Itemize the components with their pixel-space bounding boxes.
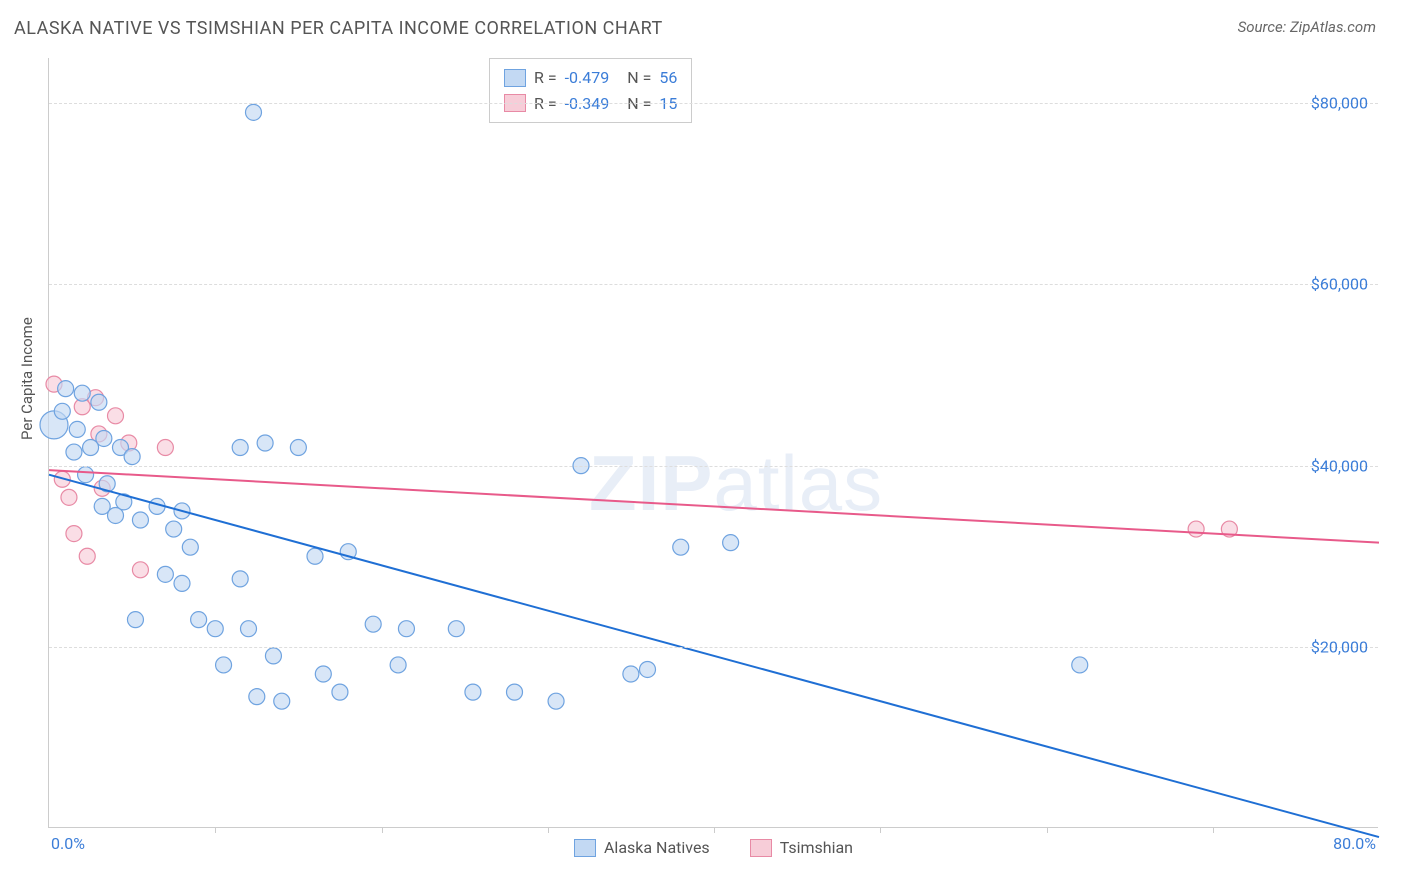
data-point xyxy=(265,648,281,664)
y-tick-label: $80,000 xyxy=(1311,94,1368,113)
x-max-label: 80.0% xyxy=(1333,834,1376,853)
x-tick xyxy=(215,827,216,833)
legend-item: Tsimshian xyxy=(750,838,853,857)
x-tick xyxy=(382,827,383,833)
gridline-h xyxy=(49,284,1378,285)
legend-swatch xyxy=(750,839,772,857)
data-point xyxy=(79,548,95,564)
trend-line xyxy=(49,475,1379,837)
chart-source: Source: ZipAtlas.com xyxy=(1238,18,1376,36)
x-tick xyxy=(714,827,715,833)
plot-area: ZIPatlas R = -0.479N = 56R = -0.349N = 1… xyxy=(48,58,1378,828)
data-point xyxy=(332,684,348,700)
bottom-legend: Alaska Natives Tsimshian xyxy=(49,838,1378,857)
data-point xyxy=(315,666,331,682)
data-point xyxy=(1072,657,1088,673)
data-point xyxy=(69,421,85,437)
y-tick-label: $40,000 xyxy=(1311,456,1368,475)
x-tick xyxy=(1047,827,1048,833)
gridline-h xyxy=(49,647,1378,648)
data-point xyxy=(182,539,198,555)
data-point xyxy=(66,526,82,542)
data-point xyxy=(91,394,107,410)
data-point xyxy=(157,440,173,456)
data-point xyxy=(191,612,207,628)
data-point xyxy=(61,489,77,505)
legend-stat-row: R = -0.479N = 56 xyxy=(504,65,677,91)
data-point xyxy=(124,449,140,465)
gridline-h xyxy=(49,466,1378,467)
data-point xyxy=(507,684,523,700)
data-point xyxy=(398,621,414,637)
data-point xyxy=(78,467,94,483)
data-point xyxy=(96,430,112,446)
gridline-h xyxy=(49,103,1378,104)
data-point xyxy=(465,684,481,700)
data-point xyxy=(673,539,689,555)
legend-swatch xyxy=(574,839,596,857)
legend-item: Alaska Natives xyxy=(574,838,710,857)
data-point xyxy=(108,408,124,424)
data-point xyxy=(74,385,90,401)
data-point xyxy=(132,512,148,528)
data-point xyxy=(207,621,223,637)
data-point xyxy=(548,693,564,709)
y-tick-label: $60,000 xyxy=(1311,275,1368,294)
x-tick xyxy=(1213,827,1214,833)
data-point xyxy=(132,562,148,578)
data-point xyxy=(365,616,381,632)
trend-line xyxy=(49,470,1379,542)
data-point xyxy=(232,440,248,456)
data-point xyxy=(127,612,143,628)
data-point xyxy=(54,403,70,419)
data-point xyxy=(166,521,182,537)
data-point xyxy=(390,657,406,673)
y-tick-label: $20,000 xyxy=(1311,637,1368,656)
data-point xyxy=(448,621,464,637)
x-tick xyxy=(880,827,881,833)
data-point xyxy=(232,571,248,587)
data-point xyxy=(216,657,232,673)
data-point xyxy=(157,566,173,582)
data-point xyxy=(245,104,261,120)
chart-title: ALASKA NATIVE VS TSIMSHIAN PER CAPITA IN… xyxy=(14,18,663,39)
data-point xyxy=(1188,521,1204,537)
y-axis-label: Per Capita Income xyxy=(18,317,36,440)
data-point xyxy=(257,435,273,451)
data-point xyxy=(58,381,74,397)
data-point xyxy=(640,661,656,677)
data-point xyxy=(174,575,190,591)
x-tick xyxy=(548,827,549,833)
chart-canvas xyxy=(49,58,1378,827)
legend-stats-box: R = -0.479N = 56R = -0.349N = 15 xyxy=(489,58,692,123)
data-point xyxy=(307,548,323,564)
x-min-label: 0.0% xyxy=(51,834,85,853)
legend-swatch xyxy=(504,69,526,87)
data-point xyxy=(290,440,306,456)
data-point xyxy=(623,666,639,682)
data-point xyxy=(241,621,257,637)
data-point xyxy=(66,444,82,460)
data-point xyxy=(249,689,265,705)
data-point xyxy=(274,693,290,709)
data-point xyxy=(723,535,739,551)
